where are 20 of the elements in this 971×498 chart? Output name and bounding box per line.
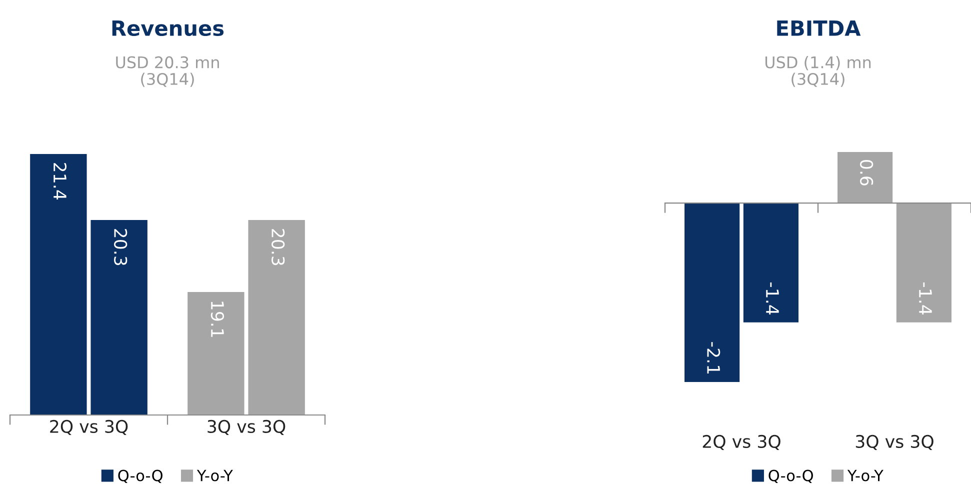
legend-label: Q-o-Q: [118, 470, 162, 484]
x-tick-label: 3Q vs 3Q: [856, 434, 934, 450]
data-label: -2.1: [707, 342, 720, 374]
chart-subtitle: USD 20.3 mn (3Q14): [116, 56, 219, 87]
data-label: 21.4: [54, 163, 67, 200]
legend-label: Y-o-Y: [196, 470, 233, 482]
data-label: 20.3: [114, 229, 128, 266]
chart-title: EBITDA: [777, 20, 861, 36]
chart-subtitle: USD (1.4) mn (3Q14): [765, 56, 871, 87]
data-label: 0.6: [860, 160, 874, 186]
chart-title: Revenues: [112, 20, 224, 36]
legend-label: Q-o-Q: [768, 470, 813, 484]
data-label: 19.1: [210, 302, 224, 337]
data-label: -1.4: [919, 282, 932, 314]
legend-label: Y-o-Y: [847, 470, 884, 482]
data-label: -1.4: [766, 282, 779, 314]
x-tick-label: 2Q vs 3Q: [50, 420, 128, 436]
data-label: 20.3: [272, 229, 285, 266]
x-tick-label: 2Q vs 3Q: [702, 434, 780, 450]
x-tick-label: 3Q vs 3Q: [208, 420, 286, 436]
